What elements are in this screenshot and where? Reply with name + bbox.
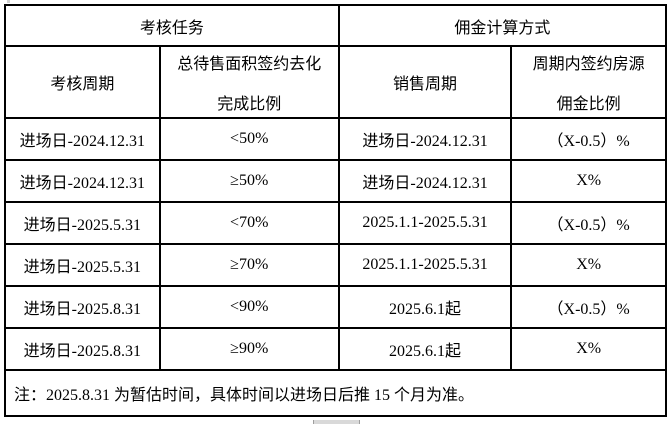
cell-sales-period: 2025.1.1-2025.5.31 <box>337 201 513 245</box>
header-commission-ratio-line2: 佣金比例 <box>556 96 621 113</box>
header-commission-ratio-line1: 周期内签约房源 <box>532 56 645 73</box>
cell-assessment-period: 进场日-2024.12.31 <box>4 159 161 203</box>
header-assessment-period: 考核周期 <box>4 45 161 119</box>
cell-commission: X% <box>510 327 667 371</box>
table-header-row-1: 考核任务 佣金计算方式 <box>4 4 668 47</box>
scrollbar-thumb[interactable] <box>313 420 360 424</box>
cell-assessment-period: 进场日-2025.5.31 <box>4 243 161 287</box>
table-note-row: 注：2025.8.31 为暂估时间，具体时间以进场日后推 15 个月为准。 <box>4 369 667 417</box>
cell-sales-period: 2025.6.1起 <box>337 285 513 329</box>
ruler-tick-artifact <box>7 0 10 3</box>
cell-sales-period: 进场日-2024.12.31 <box>337 159 513 203</box>
table-row: 进场日-2025.5.31 <70% 2025.1.1-2025.5.31 （X… <box>4 201 667 245</box>
table-row: 进场日-2024.12.31 <50% 进场日-2024.12.31 （X-0.… <box>4 117 667 161</box>
table-header-row-2: 考核周期 总待售面积签约去化 完成比例 销售周期 周期内签约房源 佣金比例 <box>4 45 667 119</box>
cell-commission: X% <box>510 243 667 287</box>
header-sales-period: 销售周期 <box>337 45 513 119</box>
cell-commission: X% <box>510 159 667 203</box>
footnote-text: 注：2025.8.31 为暂估时间，具体时间以进场日后推 15 个月为准。 <box>4 369 667 417</box>
cell-sales-period: 2025.6.1起 <box>337 327 513 371</box>
header-assessment-task: 考核任务 <box>4 4 340 47</box>
header-completion-ratio: 总待售面积签约去化 完成比例 <box>158 45 340 119</box>
header-commission-method: 佣金计算方式 <box>337 4 668 47</box>
cell-assessment-period: 进场日-2025.5.31 <box>4 201 161 245</box>
table-row: 进场日-2025.8.31 <90% 2025.6.1起 （X-0.5）% <box>4 285 667 329</box>
cell-completion: ≥50% <box>158 159 340 203</box>
cell-completion: ≥90% <box>158 327 340 371</box>
header-completion-ratio-line1: 总待售面积签约去化 <box>177 56 322 73</box>
cell-completion: ≥70% <box>158 243 340 287</box>
cell-completion: <90% <box>158 285 340 329</box>
cell-completion: <70% <box>158 201 340 245</box>
header-commission-ratio: 周期内签约房源 佣金比例 <box>510 45 667 119</box>
cell-completion: <50% <box>158 117 340 161</box>
table-row: 进场日-2025.8.31 ≥90% 2025.6.1起 X% <box>4 327 667 371</box>
cell-assessment-period: 进场日-2025.8.31 <box>4 327 161 371</box>
table-row: 进场日-2025.5.31 ≥70% 2025.1.1-2025.5.31 X% <box>4 243 667 287</box>
header-completion-ratio-line2: 完成比例 <box>217 96 282 113</box>
cell-commission: （X-0.5）% <box>510 285 667 329</box>
cell-sales-period: 进场日-2024.12.31 <box>337 117 513 161</box>
cell-assessment-period: 进场日-2025.8.31 <box>4 285 161 329</box>
cell-assessment-period: 进场日-2024.12.31 <box>4 117 161 161</box>
cell-commission: （X-0.5）% <box>510 117 667 161</box>
cell-commission: （X-0.5）% <box>510 201 667 245</box>
commission-assessment-table: 考核任务 佣金计算方式 考核周期 总待售面积签约去化 完成比例 销售周期 周期内… <box>4 4 668 417</box>
table-row: 进场日-2024.12.31 ≥50% 进场日-2024.12.31 X% <box>4 159 667 203</box>
cell-sales-period: 2025.1.1-2025.5.31 <box>337 243 513 287</box>
